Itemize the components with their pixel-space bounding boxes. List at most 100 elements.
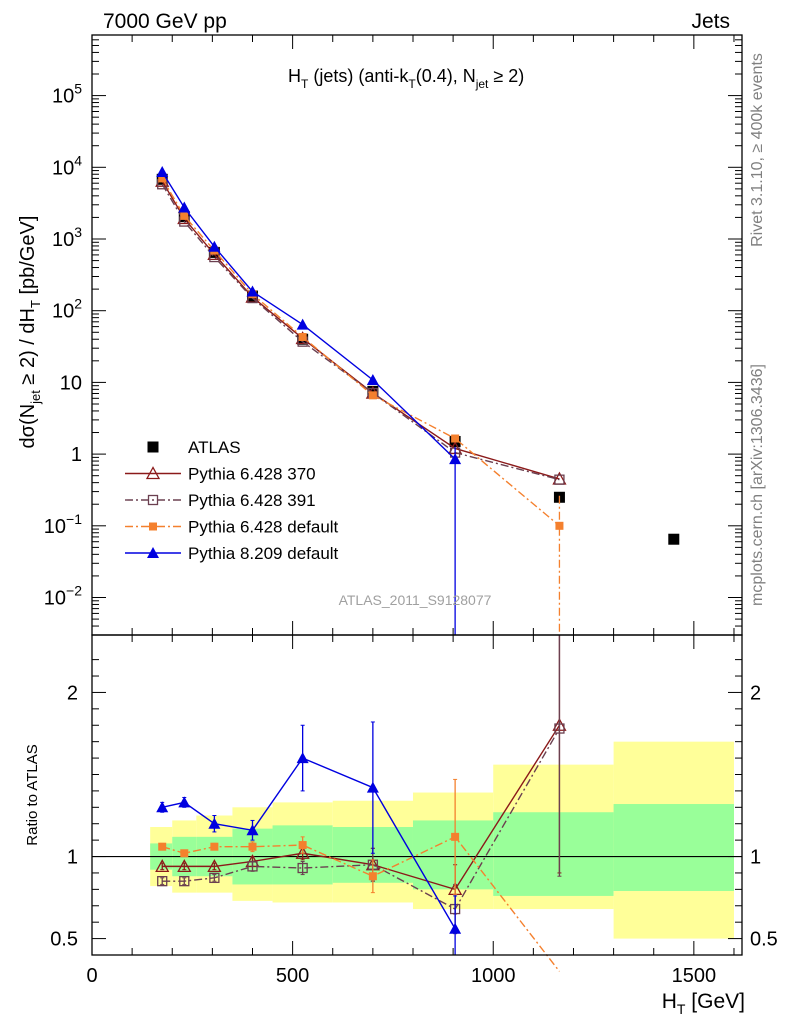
legend: ATLAS Pythia 6.428 370 Pythia 6.428 391 Pyt… bbox=[125, 438, 339, 563]
legend-entry-4: Pythia 8.209 default bbox=[125, 544, 339, 563]
title-end: ≥ 2) bbox=[488, 66, 524, 86]
xlabel-unit: [GeV] bbox=[685, 990, 745, 1013]
legend-label-1: Pythia 6.428 370 bbox=[188, 465, 316, 484]
rivet-label: Rivet 3.1.10, ≥ 400k events bbox=[749, 53, 766, 247]
main-line-1 bbox=[161, 180, 560, 480]
xtick-label-500: 500 bbox=[276, 965, 309, 987]
main-marker-4-2 bbox=[208, 240, 221, 252]
ratio-marker-3-4 bbox=[298, 841, 307, 850]
legend-label-3: Pythia 6.428 default bbox=[188, 518, 339, 537]
main-line-2 bbox=[161, 183, 560, 481]
ratio-marker-3-2 bbox=[210, 842, 219, 851]
main-marker-4-4 bbox=[296, 318, 309, 330]
ytick-base: 10 bbox=[60, 372, 82, 394]
ylabel-part-a: dσ(N bbox=[17, 404, 39, 449]
legend-label-2: Pythia 6.428 391 bbox=[188, 491, 316, 510]
band-inner-8 bbox=[613, 804, 734, 891]
xlabel: HT [GeV] bbox=[662, 990, 745, 1017]
ytick-label-100: 102 bbox=[52, 296, 82, 323]
ytick-base: 10 bbox=[52, 86, 74, 108]
ytick-base: 10 bbox=[52, 229, 74, 251]
ytick-exp: 5 bbox=[74, 81, 82, 97]
ytick-label-10000: 104 bbox=[52, 152, 82, 179]
ratio-marker-1-0 bbox=[155, 859, 170, 873]
title-ht: H bbox=[288, 66, 301, 86]
ratio-marker-2-0 bbox=[157, 876, 168, 887]
main-marker-3-6 bbox=[451, 434, 460, 443]
ratio-marker-4-6 bbox=[449, 922, 462, 934]
ratio-panel-series bbox=[155, 635, 567, 972]
header-energy: 7000 GeV pp bbox=[103, 10, 227, 33]
main-series-3 bbox=[158, 174, 564, 635]
header-category: Jets bbox=[691, 10, 730, 33]
ytick-exp: −1 bbox=[66, 511, 82, 527]
rtick-label-left-2: 2 bbox=[67, 682, 78, 704]
legend-marker-0 bbox=[147, 441, 159, 453]
band-inner-6 bbox=[412, 820, 494, 890]
ratio-marker-4-2 bbox=[208, 817, 221, 829]
main-line-4 bbox=[161, 171, 456, 460]
ratio-marker-3-5 bbox=[368, 872, 377, 881]
ratio-series-4 bbox=[156, 721, 462, 955]
legend-marker-2 bbox=[147, 494, 159, 506]
band-inner-7 bbox=[493, 812, 614, 896]
ratio-line-3 bbox=[162, 835, 560, 972]
uncertainty-bands bbox=[150, 741, 734, 939]
ylabel-ratio: Ratio to ATLAS bbox=[24, 744, 41, 845]
ratio-marker-1-1 bbox=[177, 859, 192, 873]
ytick-base: 10 bbox=[44, 588, 66, 610]
main-marker-2-7 bbox=[554, 474, 565, 485]
plot-frames bbox=[91, 34, 743, 956]
ratio-marker-1-4 bbox=[295, 845, 310, 859]
ylabel-sub-jet: jet bbox=[28, 390, 43, 405]
ytick-base: 10 bbox=[44, 516, 66, 538]
main-marker-3-5 bbox=[368, 391, 377, 400]
main-marker-3-0 bbox=[158, 174, 167, 183]
mcplots-label: mcplots.cern.ch [arXiv:1306.3436] bbox=[749, 364, 766, 606]
analysis-id: ATLAS_2011_S9128077 bbox=[339, 592, 492, 608]
ytick-exp: 4 bbox=[74, 152, 82, 168]
main-series-4 bbox=[156, 165, 462, 635]
ratio-frame bbox=[91, 634, 743, 956]
rtick-label-right-1: 1 bbox=[750, 847, 761, 869]
ytick-label-10: 10 bbox=[60, 372, 82, 394]
ytick-base: 1 bbox=[71, 444, 82, 466]
ratio-marker-1-2 bbox=[207, 859, 222, 873]
main-series-0 bbox=[156, 173, 680, 545]
xtick-label-0: 0 bbox=[86, 965, 97, 987]
ytick-label-0.01: 10−2 bbox=[44, 583, 82, 610]
ytick-base: 10 bbox=[52, 157, 74, 179]
ratio-marker-4-3 bbox=[246, 824, 259, 836]
ratio-marker-2-3 bbox=[247, 861, 258, 872]
main-line-3 bbox=[161, 178, 560, 527]
ratio-marker-3-1 bbox=[180, 849, 189, 858]
ytick-label-0.1: 10−1 bbox=[44, 511, 82, 538]
xlabel-h: H bbox=[662, 990, 677, 1013]
ratio-marker-4-5 bbox=[366, 781, 379, 793]
title-mid2: (0.4), N bbox=[416, 66, 476, 86]
ratio-marker-4-4 bbox=[296, 752, 309, 764]
ratio-marker-4-0 bbox=[156, 801, 169, 813]
legend-entry-0: ATLAS bbox=[147, 438, 241, 457]
legend-label-4: Pythia 8.209 default bbox=[188, 544, 339, 563]
ratio-line-1 bbox=[162, 724, 561, 891]
ratio-marker-2-7 bbox=[554, 723, 565, 734]
legend-entry-2: Pythia 6.428 391 bbox=[125, 491, 316, 510]
legend-marker-1 bbox=[145, 466, 161, 480]
ratio-marker-2-4 bbox=[297, 862, 308, 874]
main-marker-4-1 bbox=[178, 201, 191, 213]
main-marker-0-8 bbox=[668, 533, 680, 545]
rtick-label-left-1: 1 bbox=[67, 847, 78, 869]
ytick-exp: 3 bbox=[74, 224, 82, 240]
ylabel-part-b: ≥ 2) / dH bbox=[17, 308, 39, 390]
xlabel-sub-t: T bbox=[677, 1001, 686, 1017]
main-marker-4-5 bbox=[366, 374, 379, 386]
ytick-base: 10 bbox=[52, 301, 74, 323]
legend-entry-1: Pythia 6.428 370 bbox=[125, 465, 316, 484]
legend-marker-3 bbox=[149, 522, 157, 531]
plot-title: HT (jets) (anti-kT(0.4), Njet ≥ 2) bbox=[288, 66, 524, 91]
main-marker-3-4 bbox=[298, 332, 307, 341]
ratio-marker-3-3 bbox=[248, 842, 257, 851]
